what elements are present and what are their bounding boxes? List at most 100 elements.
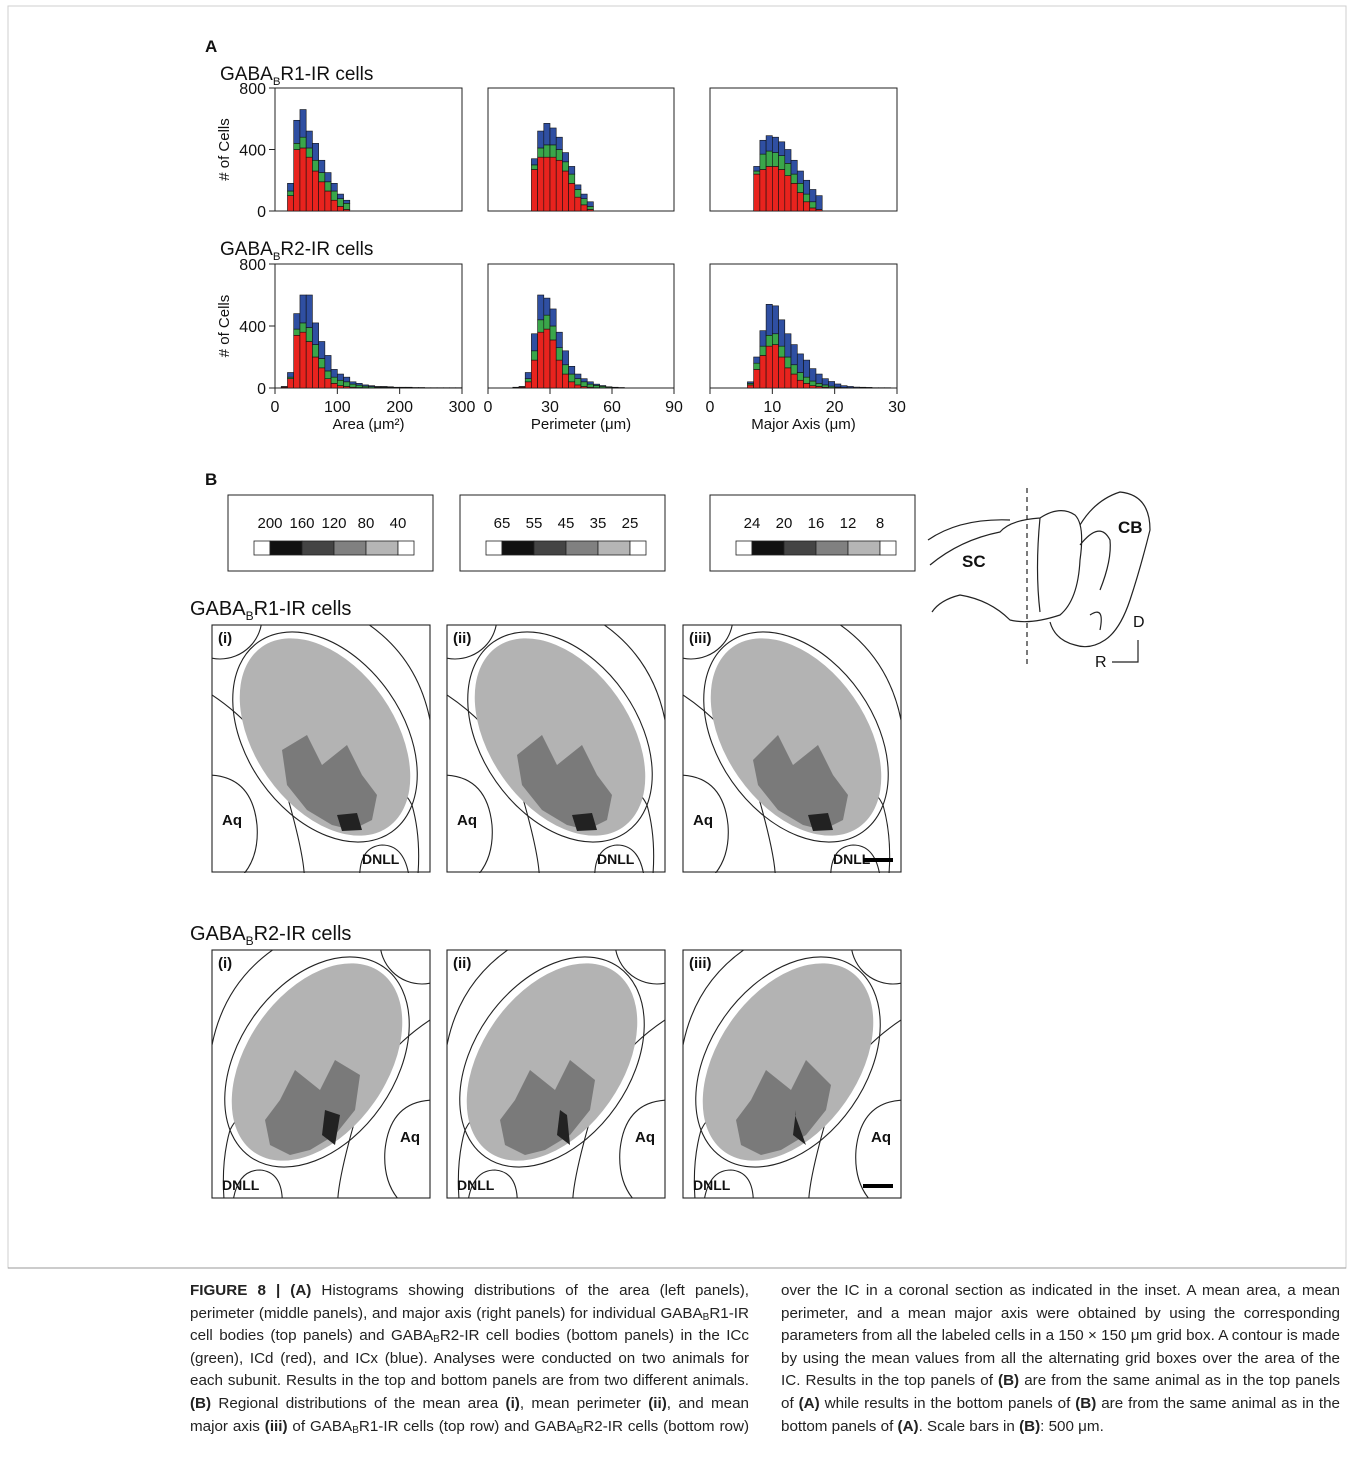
- bar-segment: [318, 159, 326, 173]
- bar-segment: [324, 370, 332, 380]
- bar-segment: [531, 169, 538, 212]
- outline: [468, 1169, 518, 1198]
- title-subscript: B: [273, 251, 281, 263]
- y-tick-label: 400: [239, 143, 266, 160]
- bar-segment: [330, 369, 338, 378]
- bar-segment: [834, 383, 842, 388]
- bar-segment: [765, 166, 773, 212]
- map-panel-label: (iii): [689, 630, 712, 647]
- bar-segment: [349, 383, 357, 388]
- x-tick-label: 60: [603, 399, 621, 416]
- bar-segment: [330, 190, 338, 201]
- caption-text: R1-IR cell bodies (top panels) and GABA: [190, 1304, 749, 1345]
- bar-segment: [772, 333, 779, 345]
- inset-label: CB: [1118, 518, 1143, 537]
- row-title: GABABR1-IR cells: [190, 598, 351, 623]
- bar-segment: [778, 356, 786, 389]
- bar-segment: [305, 156, 313, 212]
- bar-segment: [759, 355, 767, 389]
- outline: [368, 625, 430, 721]
- bar-segment: [337, 373, 344, 381]
- colorbar-swatch: [629, 540, 647, 556]
- bar-segment: [562, 161, 569, 172]
- bar-segment: [380, 386, 388, 388]
- bar-segment: [790, 344, 798, 366]
- outline: [359, 844, 409, 873]
- bar-segment: [821, 378, 829, 386]
- bar-segment: [809, 207, 817, 212]
- bar-segment: [853, 386, 860, 389]
- panel-label: A: [205, 37, 217, 56]
- ic-contour-dark: [572, 813, 597, 831]
- ic-contour-dark: [557, 1110, 570, 1145]
- bar-segment: [803, 179, 811, 195]
- bar-segment: [753, 173, 761, 212]
- bar-segment: [330, 383, 338, 389]
- title-part: GABA: [220, 239, 273, 260]
- outline: [212, 950, 274, 1046]
- outline: [603, 625, 665, 721]
- bar-segment: [568, 373, 576, 383]
- bar-segment: [524, 378, 532, 383]
- bar-segment: [337, 206, 344, 212]
- bar-segment: [790, 364, 798, 375]
- bar-segment: [790, 373, 798, 389]
- bar-segment: [796, 192, 804, 212]
- bar-segment: [543, 123, 551, 146]
- bar-segment: [846, 386, 854, 388]
- x-tick-label: 30: [888, 399, 906, 416]
- bar-segment: [815, 195, 823, 210]
- title-part: R2-IR cells: [254, 923, 352, 945]
- map-frame: [682, 949, 902, 1199]
- colorbar-swatch: [333, 540, 367, 556]
- bar-segment: [524, 381, 532, 389]
- bar-segment: [765, 345, 773, 389]
- bar-segment: [330, 183, 338, 192]
- bar-segment: [562, 170, 569, 212]
- map-label: Aq: [871, 1129, 891, 1146]
- bar-segment: [772, 136, 779, 153]
- colorbar-swatch: [879, 540, 897, 556]
- bar-segment: [784, 367, 792, 389]
- bar-segment: [803, 193, 811, 203]
- bar-segment: [531, 350, 538, 361]
- bar-segment: [580, 378, 588, 383]
- caption-text: (A): [897, 1417, 919, 1435]
- x-axis-label: Major Axis (μm): [751, 416, 855, 433]
- bar-segment: [562, 350, 569, 366]
- bar-segment: [568, 381, 576, 389]
- bar-segment: [312, 170, 319, 212]
- map-shapes: [447, 625, 665, 873]
- bar-segment: [343, 381, 351, 387]
- x-tick-label: 0: [484, 399, 493, 416]
- outline: [683, 625, 733, 660]
- bar-segment: [574, 196, 582, 212]
- bar-segment: [293, 119, 301, 144]
- outline: [212, 774, 258, 873]
- bar-segment: [299, 147, 307, 212]
- bar-segment: [586, 206, 594, 210]
- outline: [233, 1169, 283, 1198]
- bar-segment: [287, 372, 295, 378]
- outline: [851, 950, 901, 985]
- map-frame: [446, 949, 666, 1199]
- title-part: R1-IR cells: [254, 598, 352, 620]
- bar-segment: [324, 378, 332, 389]
- bar-segment: [531, 359, 538, 389]
- bar-segment: [337, 379, 344, 386]
- bar-segment: [790, 159, 798, 175]
- bar-segment: [555, 331, 563, 349]
- bar-segment: [759, 169, 767, 212]
- colorbar-swatch: [397, 540, 415, 556]
- bar-segment: [753, 170, 761, 175]
- outline: [839, 625, 901, 721]
- bar-segment: [796, 183, 804, 193]
- colorbar-label: 12: [840, 515, 857, 532]
- caption-text: (ii): [648, 1394, 667, 1412]
- x-tick-label: 200: [386, 399, 413, 416]
- bar-segment: [568, 365, 576, 375]
- bar-segment: [337, 193, 344, 199]
- map-label: DNLL: [457, 1177, 495, 1193]
- bar-segment: [324, 172, 332, 183]
